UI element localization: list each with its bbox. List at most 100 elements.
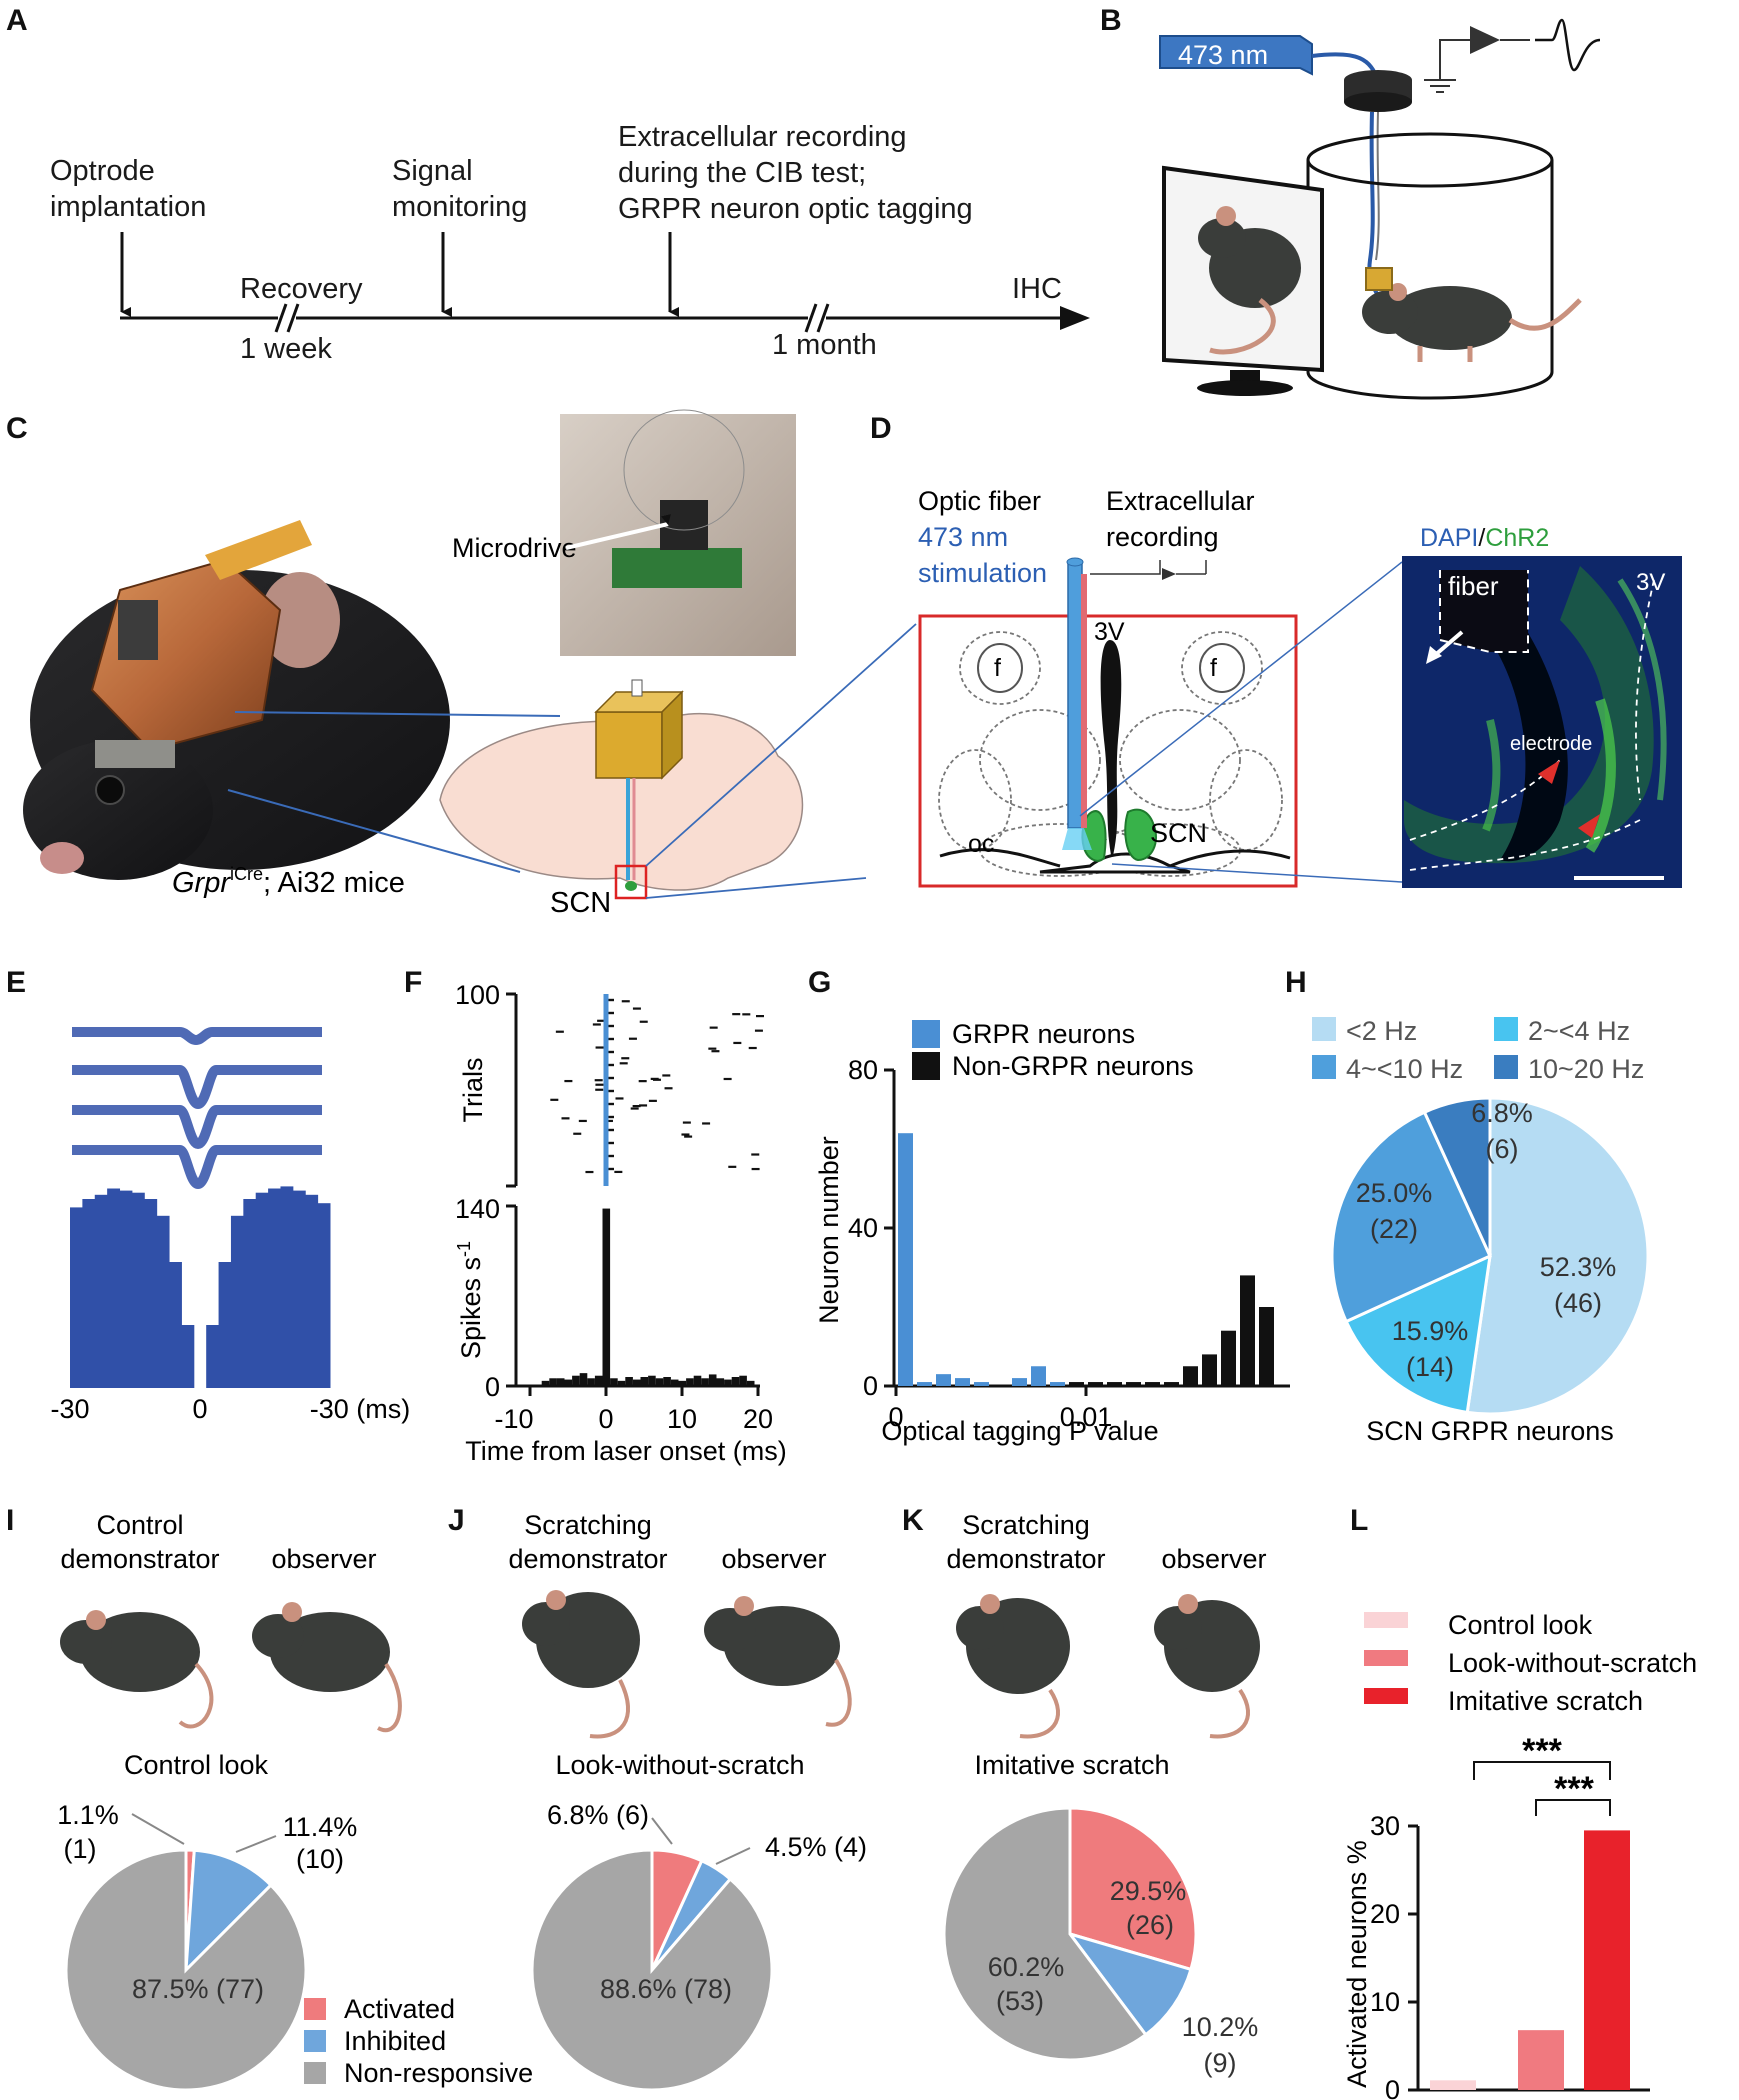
hist-bar xyxy=(936,1374,951,1386)
microdrive-arrow xyxy=(565,514,671,550)
hist-x-tick-label: 0 xyxy=(888,1402,903,1432)
acg-bar xyxy=(230,1215,244,1388)
legend-swatch-non-grpr xyxy=(912,1052,940,1080)
k-demo-label-2: demonstrator xyxy=(946,1544,1105,1574)
autocorrelogram xyxy=(70,1186,331,1388)
optic-chiasm-left xyxy=(939,848,1061,868)
laser-box xyxy=(1159,35,1313,76)
psth-y-zero: 0 xyxy=(485,1372,500,1402)
third-ventricle xyxy=(1100,640,1122,860)
flex-cable xyxy=(205,520,312,580)
pie-slice xyxy=(1465,1096,1650,1416)
mouse-on-screen-icon xyxy=(1198,206,1301,355)
panel-d: Optic fiber 473 nm stimulation Extracell… xyxy=(918,486,1682,888)
acg-tick-left: -30 xyxy=(50,1394,89,1424)
k-demo-label-1: Scratching xyxy=(962,1510,1090,1540)
panel-c: GrpriCre; Ai32 mice Microdrive SCN xyxy=(23,409,917,919)
k-demonstrator-mouse-icon xyxy=(956,1594,1070,1739)
j-observer-label: observer xyxy=(721,1544,826,1574)
hist-bar xyxy=(1069,1382,1084,1386)
event-implant-2: implantation xyxy=(50,191,206,223)
bar-y-tick-label: 30 xyxy=(1370,1811,1400,1841)
sig-bracket-2 xyxy=(1535,1799,1611,1816)
hist-y-label: Neuron number xyxy=(814,1136,844,1324)
hist-bar xyxy=(1240,1275,1255,1386)
psth-bar xyxy=(731,1377,740,1386)
panel-b-setup: 473 nm xyxy=(1159,18,1601,400)
spike-raster xyxy=(550,998,764,1174)
psth-bar xyxy=(708,1374,717,1386)
pie-slice xyxy=(942,1806,1148,2062)
legend-swatch-10-20 xyxy=(1494,1055,1518,1079)
label-recovery: Recovery xyxy=(240,273,363,305)
hist-bar xyxy=(1164,1382,1179,1386)
pie-slice xyxy=(1068,1806,1198,1972)
cylinder-bottom xyxy=(1306,371,1554,400)
psth-bar xyxy=(701,1378,709,1386)
k-label-activated-n: (26) xyxy=(1126,1910,1174,1940)
psth-x-tick-minus10: -10 xyxy=(494,1404,533,1434)
i-response-pie xyxy=(64,1848,308,2092)
raster-y-label: Trials xyxy=(458,1058,488,1123)
pie-slice xyxy=(1330,1110,1492,1324)
microdrive-cube xyxy=(595,711,663,779)
electrode-arrow-2 xyxy=(1578,814,1600,838)
hist-x-label: Optical tagging P value xyxy=(881,1416,1158,1446)
event-record-1: Extracellular recording xyxy=(618,121,907,153)
zoom-line-1 xyxy=(645,623,917,867)
legend-swatch-grpr xyxy=(912,1020,940,1048)
j-demo-label-2: demonstrator xyxy=(508,1544,667,1574)
legend-label-inhibited: Inhibited xyxy=(344,2026,446,2056)
implant-connector xyxy=(118,600,158,660)
scn-region xyxy=(625,881,637,891)
fiber-arrowhead xyxy=(1426,646,1442,664)
acg-bar xyxy=(206,1325,220,1388)
psth-bar xyxy=(564,1379,573,1386)
spike-waveform-icon xyxy=(1535,18,1601,72)
activated-bar-chart: 0 10 20 30 xyxy=(1370,1811,1650,2100)
acg-bar xyxy=(119,1190,133,1388)
psth-bar xyxy=(632,1379,641,1386)
k-label-nonresponsive-pct: 60.2% xyxy=(988,1952,1065,1982)
monitor-neck xyxy=(1230,370,1260,382)
psth-x-tick-0: 0 xyxy=(598,1404,613,1434)
i-leader-activated xyxy=(131,1813,185,1845)
pie-h-labels: 52.3% (46) 15.9% (14) 25.0% (22) 6.8% (6… xyxy=(1356,1098,1617,1382)
sig-bracket-1 xyxy=(1473,1761,1611,1780)
legend-swatch-activated xyxy=(304,1998,326,2020)
bar-y-tick-label: 0 xyxy=(1385,2075,1400,2100)
microdrive-label: Microdrive xyxy=(452,533,577,563)
hist-bar xyxy=(1259,1307,1274,1386)
ground-icon xyxy=(1424,79,1456,93)
event-monitor-2: monitoring xyxy=(392,191,527,223)
acg-bar xyxy=(292,1190,306,1388)
hist-bar xyxy=(955,1378,970,1386)
activated-bar xyxy=(1584,1830,1630,2090)
psth-bar xyxy=(739,1375,747,1386)
hist-bar xyxy=(1221,1330,1236,1386)
psth-bar xyxy=(602,1208,611,1386)
psth-x-ticks: -10 0 10 20 xyxy=(494,1404,773,1434)
cylinder-top xyxy=(1306,132,1554,188)
fiber-arrow xyxy=(1432,630,1464,658)
panel-letter-c: C xyxy=(6,412,28,445)
pie-slice xyxy=(530,1848,774,2092)
j-demonstrator-mouse-icon xyxy=(522,1590,640,1739)
activated-bar xyxy=(1518,2030,1564,2090)
fornix-label-right: f xyxy=(1210,654,1217,682)
panel-letter-g: G xyxy=(808,966,831,999)
legend-swatch-4-10 xyxy=(1312,1055,1336,1079)
panel-k: Scratching demonstrator observer Imitati… xyxy=(942,1510,1267,2078)
optic-fiber-top xyxy=(1066,557,1084,567)
hist-x-tick-label: 0.01 xyxy=(1060,1402,1113,1432)
pie-h-label-lt2-n: (46) xyxy=(1554,1288,1602,1318)
panel-j: Scratching demonstrator observer Look-wi… xyxy=(508,1510,867,2092)
j-observer-mouse-icon xyxy=(704,1596,852,1727)
ventricle-label: 3V xyxy=(1094,618,1125,646)
psth-bar xyxy=(663,1377,671,1386)
k-label-activated-pct: 29.5% xyxy=(1110,1876,1187,1906)
psth-bar xyxy=(724,1379,732,1386)
electrode-arrow-1 xyxy=(1538,760,1560,784)
i-label-activated-pct: 1.1% xyxy=(57,1800,119,1830)
cube-connector xyxy=(631,679,643,697)
